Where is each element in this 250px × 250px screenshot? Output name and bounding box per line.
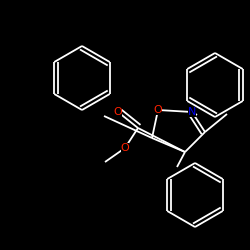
Text: O: O <box>114 107 122 117</box>
Text: N: N <box>188 107 196 117</box>
Text: O: O <box>154 105 162 115</box>
Text: O: O <box>120 143 130 153</box>
